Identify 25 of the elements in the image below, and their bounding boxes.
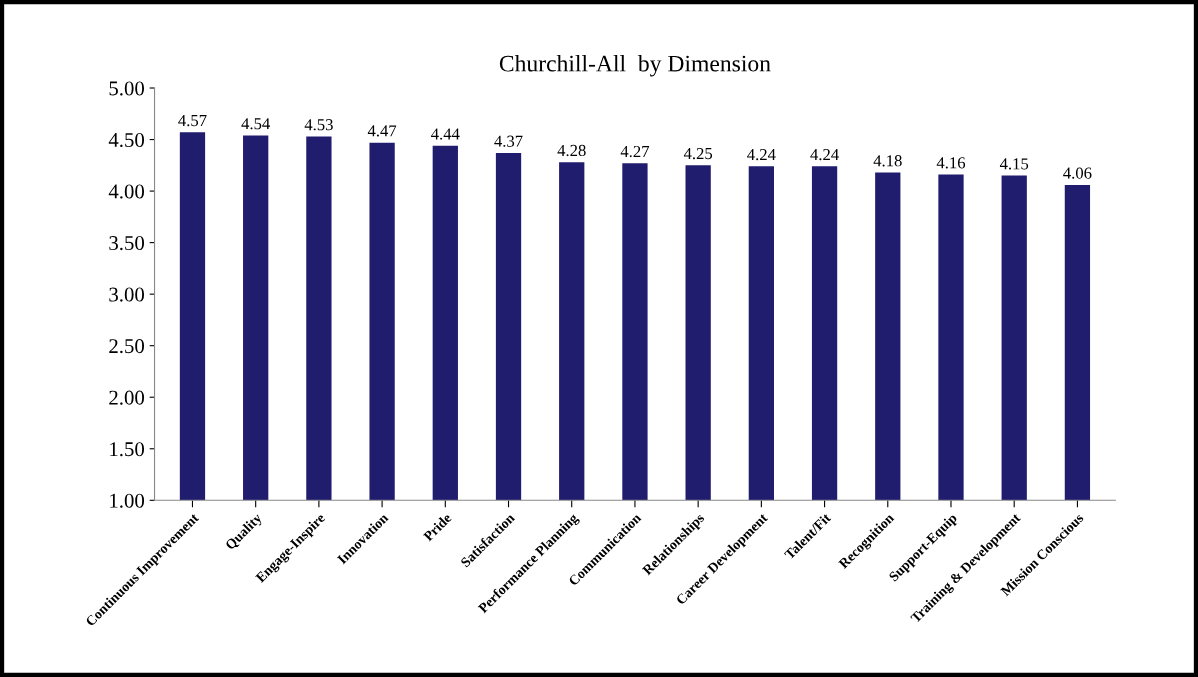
y-tick-label: 2.50: [109, 339, 145, 354]
y-tick-label: 1.50: [110, 442, 145, 457]
data-label: 4.47: [367, 125, 397, 137]
y-tick-label: 1.00: [110, 493, 145, 508]
y-tick-label: 5.00: [109, 81, 145, 96]
y-tick-label: 3.50: [109, 235, 145, 251]
data-label: 4.57: [178, 115, 207, 127]
data-label: 4.06: [1063, 167, 1092, 179]
data-label: 4.25: [683, 147, 713, 160]
y-tick-label: 4.50: [108, 132, 145, 148]
y-tick-label: 4.00: [108, 184, 145, 199]
data-label: 4.18: [873, 155, 902, 167]
y-tick-label: 3.00: [109, 287, 145, 302]
chart-title: Churchill-All by Dimension: [499, 54, 771, 77]
data-label: 4.54: [241, 118, 270, 130]
data-label: 4.16: [936, 157, 966, 169]
data-label: 4.53: [304, 119, 333, 131]
y-tick-label: 2.00: [109, 390, 145, 405]
data-label: 4.24: [810, 148, 839, 161]
data-label: 4.27: [620, 145, 650, 158]
data-label: 4.24: [747, 148, 776, 161]
data-label: 4.37: [494, 135, 523, 147]
data-label: 4.44: [431, 128, 460, 140]
data-label: 4.15: [999, 158, 1029, 170]
data-label: 4.28: [557, 144, 586, 157]
